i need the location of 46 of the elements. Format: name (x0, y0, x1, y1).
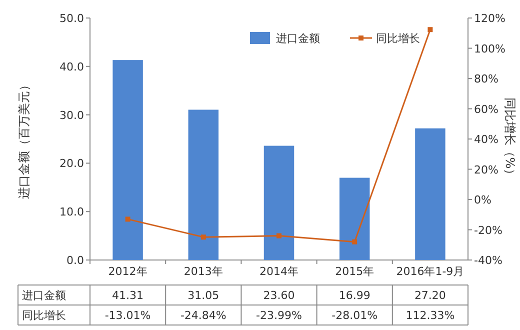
y2-tick-label: 20% (474, 163, 498, 176)
y-tick-label: 10.0 (60, 206, 84, 219)
y-tick-label: 20.0 (60, 157, 84, 170)
x-tick-label: 2016年1-9月 (396, 265, 464, 278)
bar (339, 178, 370, 260)
text: 同比增长 (22, 309, 66, 322)
data-label: 23.60 (263, 289, 295, 302)
point (276, 233, 282, 238)
y-axis-title: 进口金额（百万美元） (17, 79, 31, 199)
y2-tick-label: 40% (474, 133, 498, 146)
x-tick-label: 2015年 (335, 265, 374, 278)
y2-tick-label: -40% (474, 254, 502, 267)
y2-tick-label: -20% (474, 224, 502, 237)
bar (188, 110, 219, 260)
y2-tick-label: 0% (474, 194, 492, 206)
point (200, 234, 206, 240)
y2-tick-label: 100% (474, 42, 506, 56)
y-tick-label: 30.0 (60, 108, 84, 122)
data-label: -28.01% (332, 309, 378, 322)
data-label: -23.99% (256, 309, 302, 322)
y2-tick-label: 60% (474, 102, 498, 116)
x-tick-label: 2014年 (260, 265, 298, 278)
data-label: 41.31 (112, 289, 144, 302)
y2-axis-title: 同比增长（%） (503, 97, 517, 181)
point (125, 216, 130, 222)
legend-label: 进口金额 (276, 32, 320, 45)
y2-tick-label: 80% (474, 72, 498, 86)
y-tick-label: 40.0 (60, 60, 84, 74)
text: 进口金额 (22, 289, 66, 302)
bar (112, 60, 143, 260)
y2-tick-label: 120% (474, 12, 506, 25)
data-label: -13.01% (104, 309, 151, 322)
legend-label: 同比增长 (376, 32, 420, 45)
data-label: 31.05 (188, 289, 220, 302)
x-tick-label: 2012年 (108, 265, 148, 278)
bar (415, 128, 446, 260)
data-label: 27.20 (414, 289, 446, 302)
data-label: 112.33% (406, 309, 455, 322)
point (428, 27, 433, 32)
y-tick-label: 0.0 (66, 254, 84, 267)
data-label: 16.99 (338, 289, 370, 302)
y-tick-label: 50.0 (60, 12, 84, 25)
x-tick-label: 2013年 (184, 265, 223, 278)
data-label: -24.84% (180, 309, 226, 322)
bar (264, 146, 294, 260)
point (352, 239, 358, 244)
